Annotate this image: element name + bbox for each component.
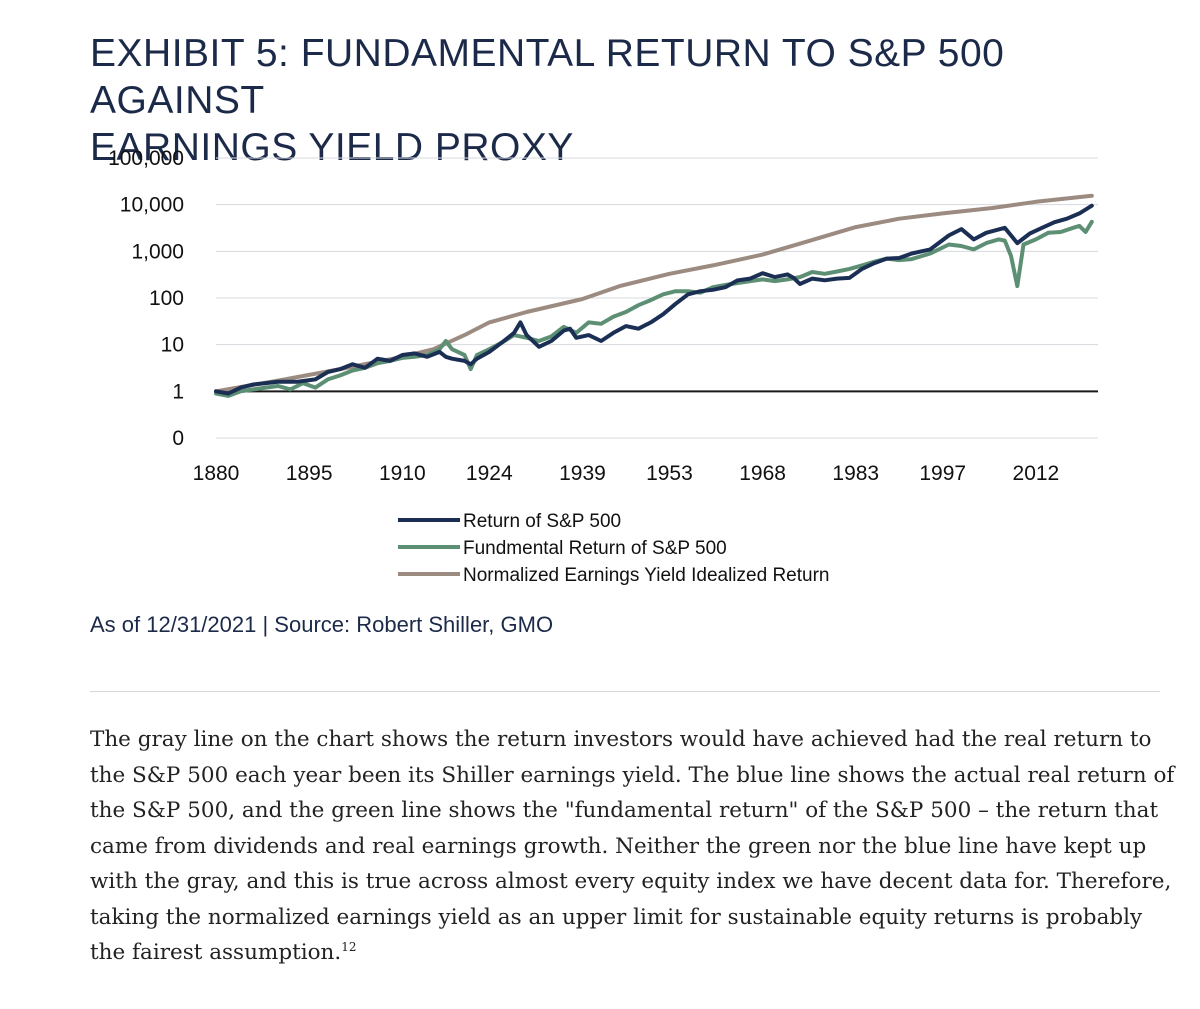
x-tick-label: 1968: [739, 462, 786, 485]
y-axis-tick-labels: 0 1 10 100 1,000 10,000 100,000: [108, 147, 184, 450]
chart-title-line-1: EXHIBIT 5: FUNDAMENTAL RETURN TO S&P 500…: [90, 32, 1005, 122]
series-line-3: [214, 193, 1094, 394]
y-tick-label: 100: [149, 287, 184, 310]
x-axis-tick-labels: 1880 1895 1910 1924 1939 1953 1968 1983 1997 2012: [193, 462, 1060, 485]
legend-label: Return of S&P 500: [463, 511, 621, 532]
y-tick-label: 10: [161, 334, 184, 357]
chart: 0 1 10 100 1,000 10,000 100,000 1880 1895 1910 19…: [108, 147, 1098, 586]
x-tick-label: 2012: [1013, 462, 1060, 485]
divider: [90, 691, 1160, 692]
series-lines: [214, 193, 1094, 398]
legend: Return of S&P 500 Fundmental Return of S&…: [398, 511, 829, 586]
series-line-2: [214, 219, 1094, 398]
x-tick-label: 1983: [832, 462, 879, 485]
x-tick-label: 1910: [379, 462, 426, 485]
body-paragraph-text: The gray line on the chart shows the ret…: [90, 727, 1175, 965]
x-tick-label: 1997: [919, 462, 966, 485]
chart-title-line-2: EARNINGS YIELD PROXY: [90, 126, 574, 169]
x-tick-label: 1939: [559, 462, 606, 485]
chart-title: EXHIBIT 5: FUNDAMENTAL RETURN TO S&P 500…: [90, 30, 1170, 171]
x-tick-label: 1895: [286, 462, 333, 485]
body-paragraph: The gray line on the chart shows the ret…: [90, 722, 1180, 971]
footnote-marker: 12: [341, 939, 357, 954]
y-tick-label: 10,000: [120, 194, 184, 217]
legend-label: Normalized Earnings Yield Idealized Retu…: [463, 565, 829, 586]
series-line-1: [214, 203, 1094, 396]
y-tick-label: 100,000: [108, 147, 184, 170]
x-tick-label: 1880: [193, 462, 240, 485]
x-tick-label: 1924: [466, 462, 513, 485]
y-tick-label: 1: [172, 380, 184, 403]
y-tick-label: 0: [172, 427, 184, 450]
source-note: As of 12/31/2021 | Source: Robert Shille…: [90, 612, 554, 637]
x-tick-label: 1953: [646, 462, 693, 485]
legend-label: Fundmental Return of S&P 500: [463, 538, 727, 559]
y-tick-label: 1,000: [131, 240, 184, 263]
